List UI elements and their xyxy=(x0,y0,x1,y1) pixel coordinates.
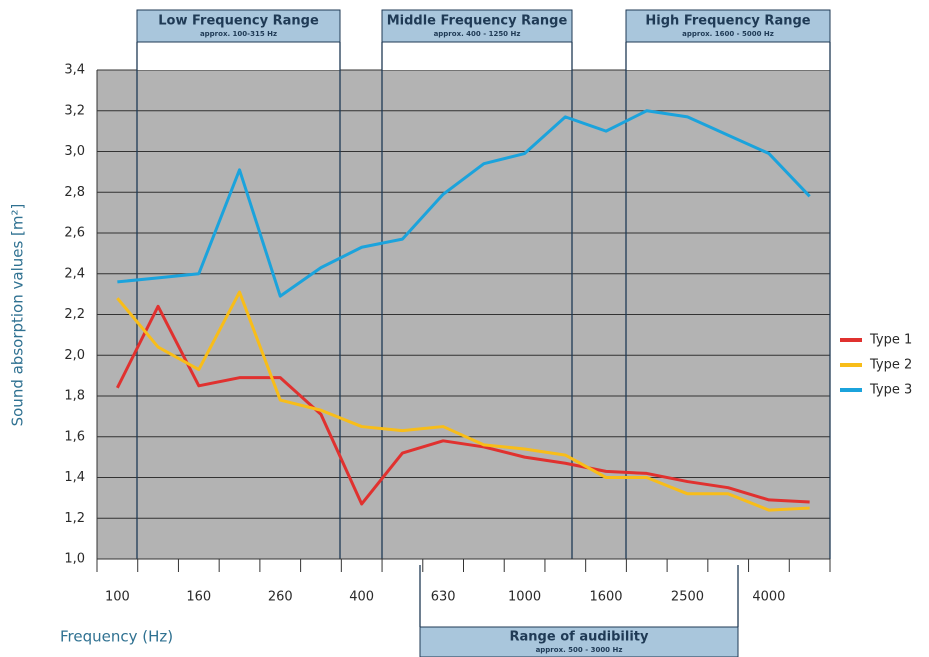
x-tick-label: 260 xyxy=(268,590,293,605)
series-line xyxy=(117,109,811,298)
x-tick-label: 4000 xyxy=(752,590,785,605)
x-tick-label: 400 xyxy=(349,590,374,605)
range-subtitle: approx. 400 - 1250 Hz xyxy=(434,30,521,38)
y-tick-label: 1,2 xyxy=(64,511,85,526)
range-title: Middle Frequency Range xyxy=(387,14,568,29)
x-axis-label: Frequency (Hz) xyxy=(60,628,173,646)
audibility-subtitle: approx. 500 - 3000 Hz xyxy=(536,646,623,654)
y-tick-label: 2,8 xyxy=(64,185,85,200)
legend-label: Type 2 xyxy=(869,358,912,373)
y-tick-label: 3,4 xyxy=(64,63,85,78)
y-tick-label: 1,0 xyxy=(64,552,85,567)
range-band xyxy=(382,42,572,70)
range-header xyxy=(136,9,341,43)
range-header xyxy=(625,9,831,43)
x-tick-label: 630 xyxy=(431,590,456,605)
x-tick-label: 160 xyxy=(186,590,211,605)
series-line xyxy=(116,304,810,506)
y-tick-label: 2,4 xyxy=(64,266,85,281)
x-tick-label: 2500 xyxy=(671,590,704,605)
y-tick-label: 3,0 xyxy=(64,144,85,159)
y-tick-label: 1,6 xyxy=(64,429,85,444)
range-band xyxy=(626,42,830,70)
y-axis-label: Sound absorption values [m²] xyxy=(9,204,27,427)
range-subtitle: approx. 100-315 Hz xyxy=(200,30,277,38)
legend-label: Type 1 xyxy=(869,333,912,348)
audibility-title: Range of audibility xyxy=(510,630,649,645)
legend-label: Type 3 xyxy=(869,383,912,398)
range-header xyxy=(381,9,573,43)
range-title: High Frequency Range xyxy=(645,14,810,29)
range-title: Low Frequency Range xyxy=(158,14,319,29)
y-tick-label: 2,6 xyxy=(64,226,85,241)
y-tick-label: 2,2 xyxy=(64,307,85,322)
y-tick-label: 1,8 xyxy=(64,389,85,404)
series-line xyxy=(116,290,810,512)
y-tick-label: 3,2 xyxy=(64,103,85,118)
range-band xyxy=(137,42,340,70)
x-tick-label: 1000 xyxy=(508,590,541,605)
range-subtitle: approx. 1600 - 5000 Hz xyxy=(682,30,774,38)
x-tick-label: 1600 xyxy=(589,590,622,605)
y-tick-label: 1,4 xyxy=(64,470,85,485)
audibility-box xyxy=(419,626,739,657)
y-tick-label: 2,0 xyxy=(64,348,85,363)
x-tick-label: 100 xyxy=(105,590,130,605)
